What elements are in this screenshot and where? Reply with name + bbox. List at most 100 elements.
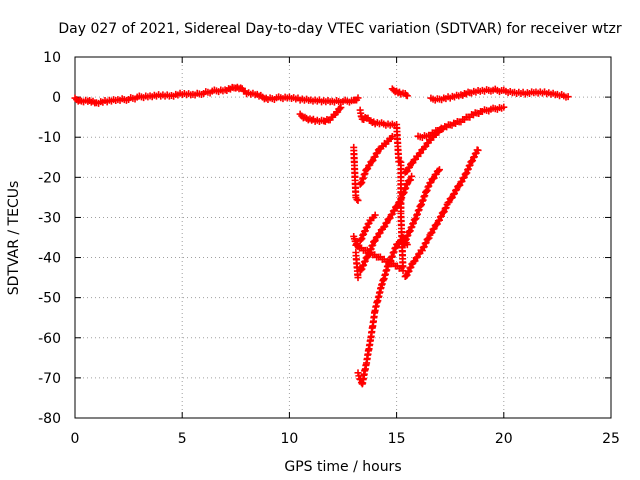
y-tick-label: -50 [38,291,61,307]
data-point [418,197,426,205]
series-baseline-early [71,83,362,107]
axis-ticks [74,56,612,419]
data-point [405,267,413,275]
data-point [391,244,399,252]
y-tick-label: 10 [43,50,61,66]
data-point [417,201,425,209]
data-point [430,174,438,182]
data-point [359,231,367,239]
data-point [435,216,443,224]
data-point [413,211,421,219]
data-point [460,173,468,181]
data-point [453,186,461,194]
data-point [383,219,391,227]
data-point [371,211,379,219]
x-tick-labels: 0 5 10 15 20 25 [71,431,620,447]
data-point [403,92,411,100]
data-point [434,167,442,175]
y-axis-label: SDTVAR / TECUs [6,181,22,296]
series-track-c [356,172,416,275]
data-point [404,231,412,239]
data-point [463,169,471,177]
y-tick-labels: 10 0 -10 -20 -30 -40 -50 -60 -70 -80 [38,50,61,427]
chart-title: Day 027 of 2021, Sidereal Day-to-day VTE… [58,21,622,37]
data-point [448,193,456,201]
data-point [440,208,448,216]
data-point [435,166,443,174]
y-tick-label: -70 [38,371,61,387]
series-track-g [414,103,508,141]
y-tick-label: -10 [38,130,61,146]
y-tick-label: -40 [38,251,61,267]
data-point [352,241,360,249]
data-point [420,193,428,201]
data-point [415,206,423,214]
series-dip-10-12 [296,103,345,125]
data-point [360,171,368,179]
series-track-a [356,133,396,188]
series-track-e [401,146,482,281]
data-point [442,204,450,212]
y-tick-label: -60 [38,331,61,347]
data-point [386,214,394,222]
series-near-zero-15 [388,85,411,100]
x-tick-label: 15 [388,431,406,447]
data-point [445,198,453,206]
data-point [474,146,482,154]
y-tick-label: -20 [38,170,61,186]
data-point [456,181,464,189]
data-point [388,252,396,260]
data-point [390,248,398,256]
x-tick-label: 0 [71,431,80,447]
x-tick-label: 10 [280,431,298,447]
data-point [420,243,428,251]
x-tick-label: 20 [495,431,513,447]
data-point [360,261,368,269]
data-point [464,165,472,173]
data-point [433,220,441,228]
data-point [419,196,427,204]
data-point [353,195,361,203]
data-point [412,214,420,222]
data-point [336,105,344,113]
x-tick-label: 25 [602,431,620,447]
data-point [390,206,398,214]
data-point [414,207,422,215]
data-point [421,192,429,200]
data-point [354,94,362,102]
data-point [358,265,366,273]
data-point [424,183,432,191]
data-point [354,274,362,282]
x-axis-label: GPS time / hours [284,459,401,475]
data-point [437,212,445,220]
data-point [564,93,572,101]
data-point [418,247,426,255]
y-tick-label: -30 [38,210,61,226]
data-point [359,174,367,182]
data-point [407,263,415,271]
series-deep-track [354,234,411,388]
data-point [389,249,397,257]
data-point [407,176,415,184]
gridlines [75,57,611,418]
data-point [430,225,438,233]
data-point [369,241,377,249]
data-point [354,196,362,204]
data-point [408,223,416,231]
data-point [425,234,433,242]
data-point [422,239,430,247]
data-point [428,228,436,236]
x-tick-label: 5 [178,431,187,447]
data-point [423,186,431,194]
data-point [458,177,466,185]
y-tick-label: -80 [38,411,61,427]
series-track-b [356,211,379,244]
data-point [408,172,416,180]
data-point [418,200,426,208]
data-point [388,210,396,218]
data-point [381,222,389,230]
data-point [388,133,396,141]
series-steep-drop-3 [352,248,362,282]
series-steep-drop-1 [350,143,362,204]
data-point [359,175,367,183]
